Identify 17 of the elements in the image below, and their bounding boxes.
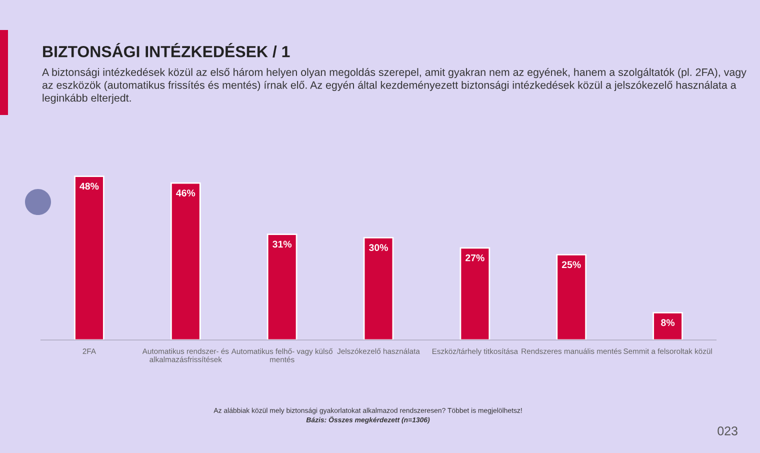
- data-label: 8%: [661, 319, 675, 326]
- data-label: 30%: [368, 244, 388, 252]
- bar: [363, 236, 394, 340]
- bar: [652, 312, 683, 340]
- chart-title: BIZTONSÁGI INTÉZKEDÉSEK / 1: [43, 42, 290, 58]
- bar: [460, 247, 490, 340]
- bar: [266, 234, 298, 340]
- data-label: 48%: [80, 182, 99, 190]
- bar: [170, 182, 201, 340]
- bar: [556, 254, 587, 340]
- chart-subtitle: A biztonsági intézkedések közül az első három helyen olyan megoldás szerepel, amit gyakran nem az egyének, hanem a szolgáltatók (pl. 2FA), vagy az eszközök (automatikus frissítés és mentés) írnak elő. Az egyén által kezdeményezett biztonsági intézkedések közül a jelszókezelő használata a leginkább elterjedt.: [42, 68, 746, 104]
- text: 023: [718, 426, 738, 436]
- data-label: 46%: [176, 190, 196, 196]
- data-label: 31%: [272, 240, 292, 248]
- data-label: 25%: [562, 261, 581, 268]
- data-label: 27%: [466, 254, 484, 262]
- bar: [74, 176, 104, 340]
